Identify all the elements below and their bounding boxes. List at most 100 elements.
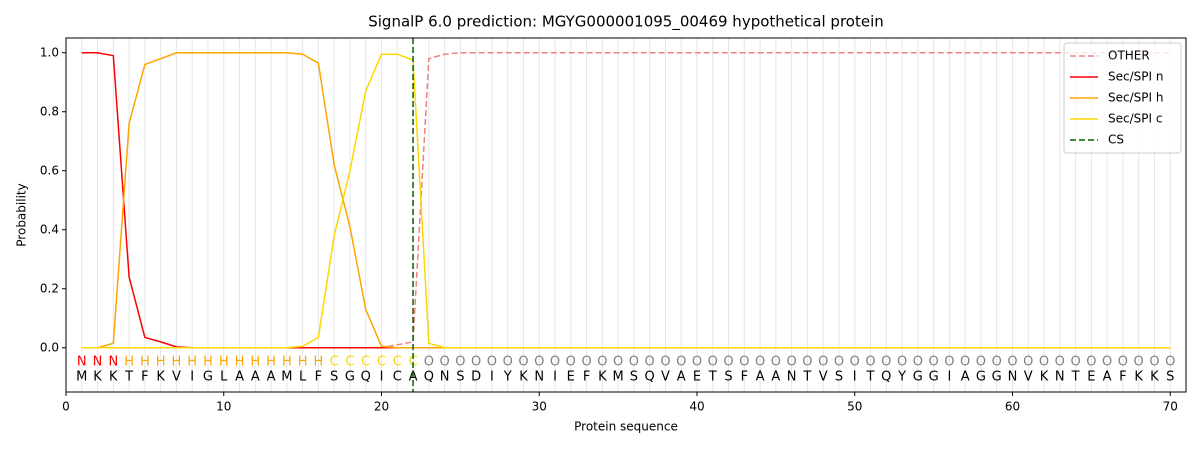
region-label: O [424, 354, 434, 369]
region-label: O [1007, 354, 1017, 369]
residue: F [583, 369, 590, 384]
region-label: C [345, 354, 354, 369]
region-label: O [1055, 354, 1065, 369]
residue: F [741, 369, 748, 384]
residue: S [330, 369, 338, 384]
series-line [81, 52, 1171, 349]
region-label: O [802, 354, 812, 369]
region-label: O [455, 354, 465, 369]
region-label: O [692, 354, 702, 369]
region-label: O [1070, 354, 1080, 369]
x-tick-label: 50 [847, 400, 862, 414]
region-label: C [330, 354, 339, 369]
residue: K [1134, 369, 1143, 384]
region-label: O [850, 354, 860, 369]
residue: A [771, 369, 780, 384]
region-label: C [393, 354, 402, 369]
y-tick-label: 0.2 [40, 281, 59, 295]
x-tick-label: 30 [532, 400, 547, 414]
region-label: O [503, 354, 513, 369]
residue: N [787, 369, 797, 384]
region-label: H [298, 354, 308, 369]
residue: F [315, 369, 322, 384]
region-label: O [1023, 354, 1033, 369]
region-label: O [660, 354, 670, 369]
region-label: O [739, 354, 749, 369]
residue: A [961, 369, 970, 384]
residue: I [853, 369, 857, 384]
residue: N [1008, 369, 1018, 384]
region-label: O [834, 354, 844, 369]
region-label: O [1039, 354, 1049, 369]
region-label: O [1086, 354, 1096, 369]
residue: T [708, 369, 717, 384]
region-label: N [93, 354, 103, 369]
x-tick-label: 70 [1163, 400, 1178, 414]
region-label: O [992, 354, 1002, 369]
residue: N [1055, 369, 1065, 384]
region-label: O [708, 354, 718, 369]
plot-frame [65, 37, 1187, 393]
residue: A [756, 369, 765, 384]
residue: Q [881, 369, 891, 384]
x-axis-label: Protein sequence [574, 420, 678, 434]
residue: G [345, 369, 355, 384]
residue: K [1150, 369, 1159, 384]
region-label: H [187, 354, 197, 369]
residue: A [677, 369, 686, 384]
x-tick-label: 20 [374, 400, 389, 414]
residue: S [456, 369, 464, 384]
region-label: O [818, 354, 828, 369]
legend-label: CS [1108, 133, 1124, 147]
residue: S [630, 369, 638, 384]
region-label: N [77, 354, 87, 369]
region-label: H [140, 354, 150, 369]
residue: C [393, 369, 402, 384]
region-label: O [897, 354, 907, 369]
region-label: O [771, 354, 781, 369]
residue: E [693, 369, 701, 384]
x-tick-label: 40 [689, 400, 704, 414]
y-tick-label: 0.4 [40, 222, 59, 236]
residue: K [519, 369, 528, 384]
x-tick-label: 0 [62, 400, 70, 414]
residue: K [598, 369, 607, 384]
region-label: H [282, 354, 292, 369]
residue: S [724, 369, 732, 384]
residue: M [613, 369, 624, 384]
x-tick-label: 10 [216, 400, 231, 414]
residue: Y [897, 369, 906, 384]
residue: A [1103, 369, 1112, 384]
residue: T [1071, 369, 1080, 384]
region-label: O [976, 354, 986, 369]
residue: I [947, 369, 951, 384]
residue: G [203, 369, 213, 384]
legend-label: Sec/SPI h [1108, 91, 1163, 105]
residue: V [661, 369, 670, 384]
legend-label: Sec/SPI c [1108, 112, 1162, 126]
region-label: C [377, 354, 386, 369]
region-label: O [960, 354, 970, 369]
x-tick-label: 60 [1005, 400, 1020, 414]
residue: K [93, 369, 102, 384]
region-label: H [235, 354, 245, 369]
residue: Y [503, 369, 512, 384]
region-label: O [723, 354, 733, 369]
residue: N [440, 369, 450, 384]
region-label: O [581, 354, 591, 369]
region-label: O [613, 354, 623, 369]
region-label: O [629, 354, 639, 369]
region-label: H [203, 354, 213, 369]
y-axis-label: Probability [15, 183, 29, 246]
series-line [81, 53, 1171, 349]
residue: I [190, 369, 194, 384]
region-label: H [156, 354, 166, 369]
residue: Q [424, 369, 434, 384]
region-label: O [1102, 354, 1112, 369]
region-label: O [913, 354, 923, 369]
residue: D [471, 369, 481, 384]
region-label: H [219, 354, 229, 369]
residue: M [281, 369, 292, 384]
residue: L [299, 369, 307, 384]
residue: G [913, 369, 923, 384]
